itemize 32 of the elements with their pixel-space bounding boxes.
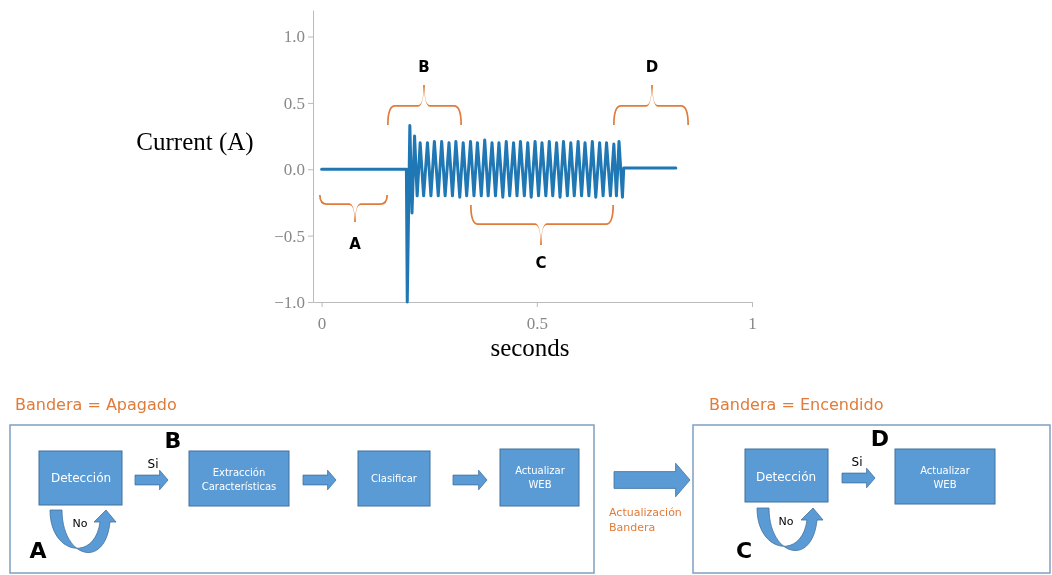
text: No: [72, 517, 88, 530]
y-tick-label: −1.0: [274, 292, 305, 312]
x-tick-label: 0.5: [526, 313, 548, 333]
x-tick-label: 0: [317, 313, 327, 333]
y-tick-label: 1.0: [283, 27, 305, 47]
text: Extracción Características: [201, 467, 277, 492]
text: No: [778, 515, 794, 528]
text: D: [870, 426, 890, 451]
text: Bandera = Encendido: [709, 395, 884, 414]
text: A: [29, 538, 47, 563]
x-tick-label: 1: [748, 313, 757, 333]
annotation: B: [418, 58, 430, 76]
annotation: D: [645, 58, 659, 76]
text: C: [735, 538, 753, 563]
text: Clasificar: [371, 473, 418, 484]
text: Actualización Bandera: [609, 506, 682, 534]
y-tick-label: −0.5: [274, 226, 305, 246]
text: Actualizar WEB: [515, 465, 566, 490]
text: B: [164, 428, 182, 453]
text: Detección: [755, 470, 817, 484]
x-axis-title: seconds: [490, 334, 570, 361]
text: Si: [851, 455, 863, 469]
annotation: A: [349, 235, 362, 253]
annotation: C: [535, 254, 547, 272]
text: Si: [147, 457, 159, 471]
y-tick-label: 0.0: [283, 160, 305, 180]
text: Actualizar WEB: [920, 465, 971, 490]
text: Detección: [50, 471, 112, 485]
text: Bandera = Apagado: [15, 395, 177, 414]
line-series: [320, 123, 678, 304]
y-tick-label: 0.5: [283, 93, 305, 113]
y-axis-title: Current (A): [136, 128, 254, 156]
